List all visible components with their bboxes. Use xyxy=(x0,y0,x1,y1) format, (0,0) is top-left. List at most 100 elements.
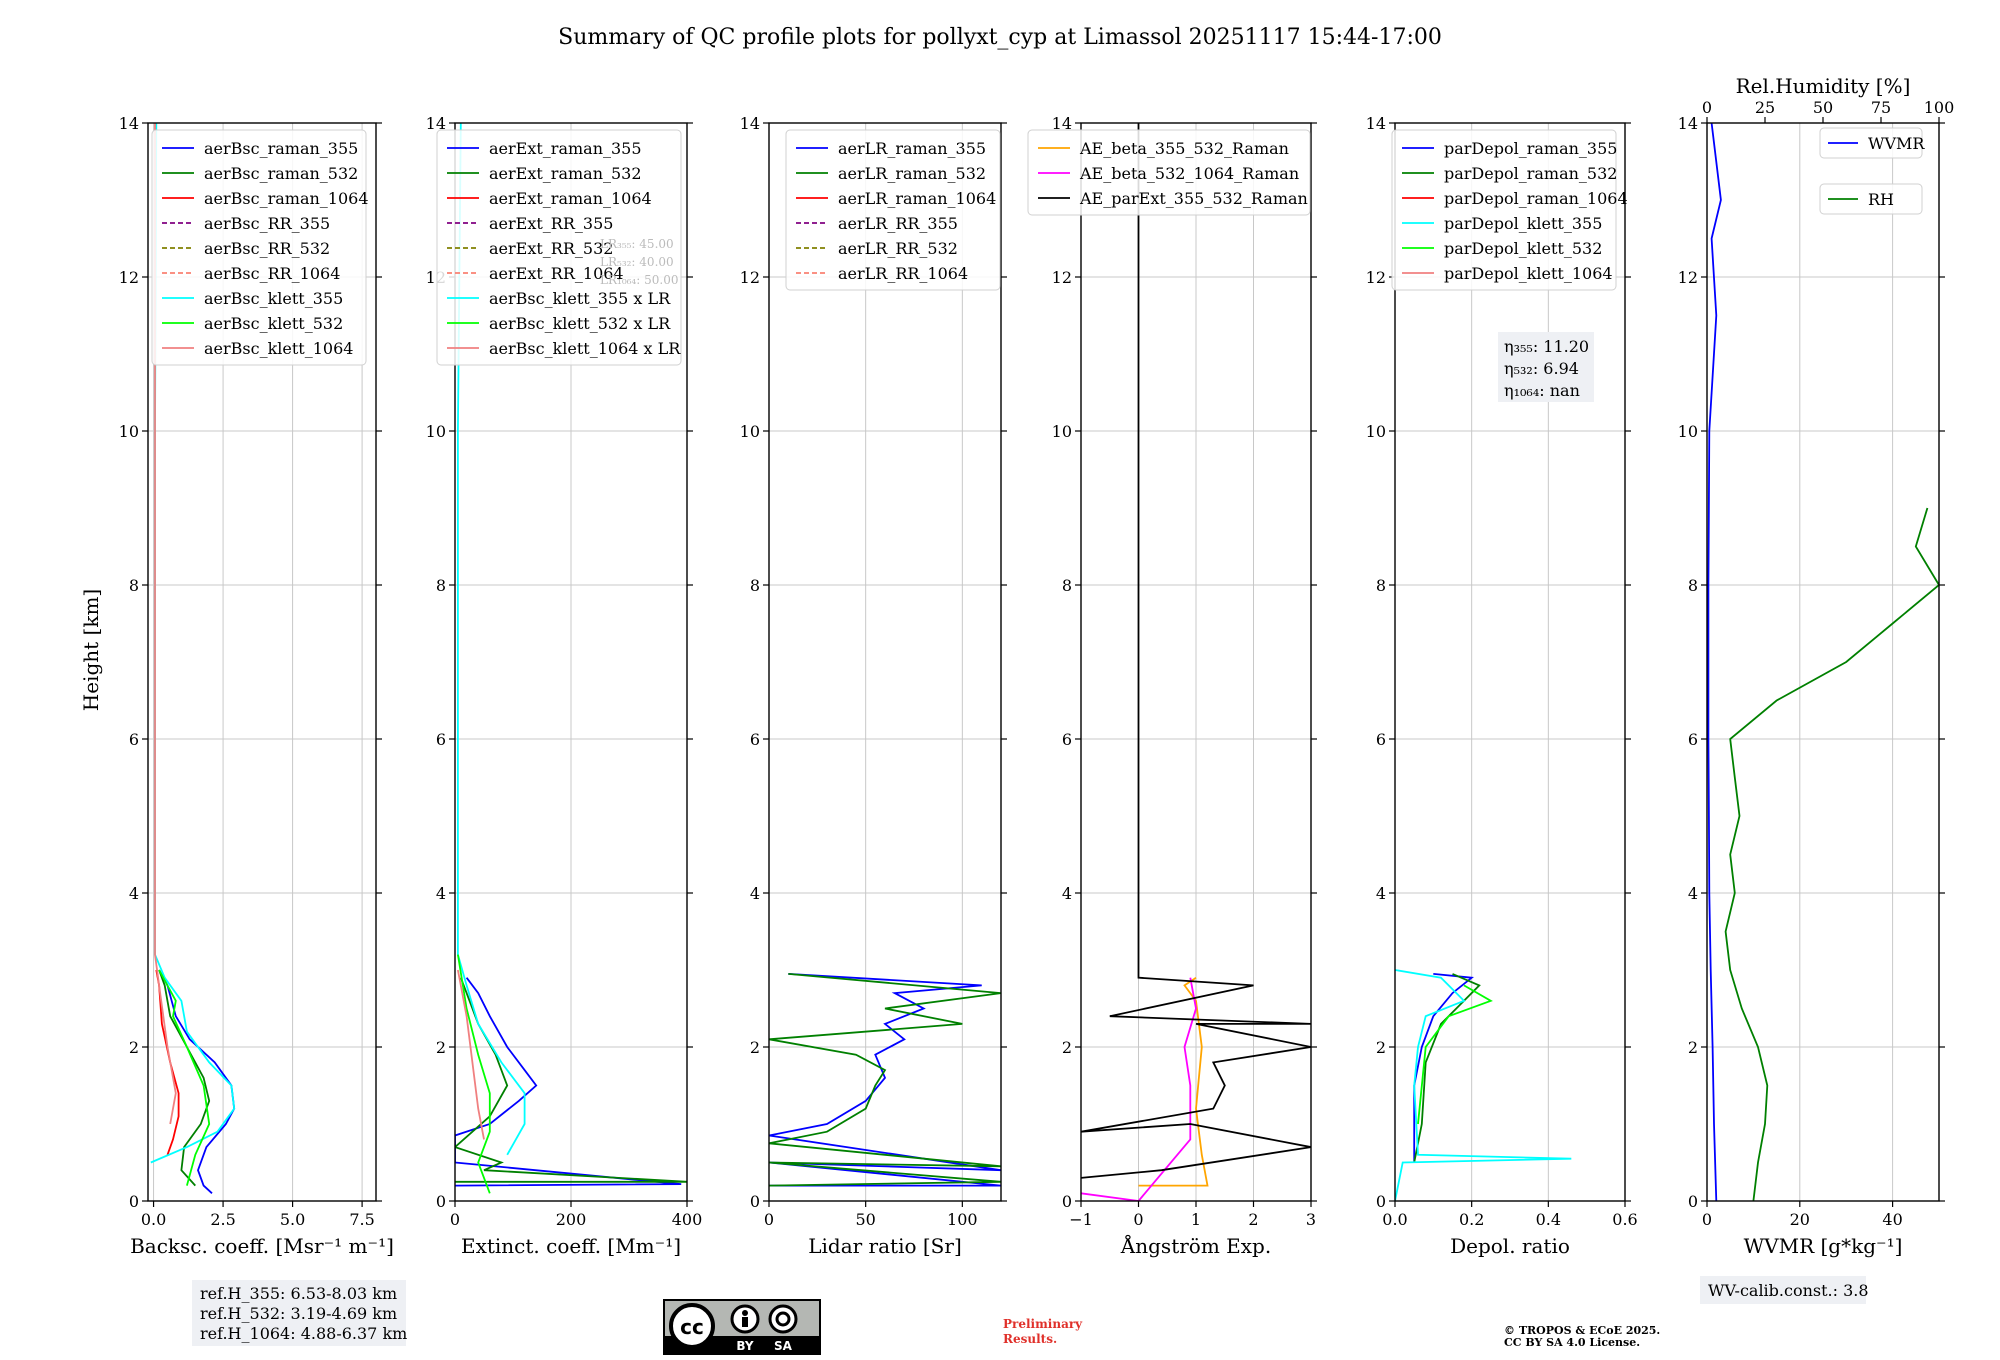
x-tick-label-bsc-2: 5.0 xyxy=(280,1210,305,1229)
y-tick-label-ext-1: 2 xyxy=(436,1038,446,1057)
x-axis-label-lr: Lidar ratio [Sr] xyxy=(808,1234,962,1258)
y-tick-label-ae-6: 12 xyxy=(1052,268,1072,287)
y-tick-label-ae-3: 6 xyxy=(1062,730,1072,749)
x-tick-label-bsc-0: 0.0 xyxy=(141,1210,166,1229)
x-tick-label-lr-1: 50 xyxy=(855,1210,875,1229)
legend-label-bsc-3: aerBsc_RR_355 xyxy=(204,214,330,233)
x-tick-label-wv-2: 40 xyxy=(1882,1210,1902,1229)
legend-label-ae-1: AE_beta_532_1064_Raman xyxy=(1079,164,1299,183)
x-tick-label-ae-3: 2 xyxy=(1248,1210,1258,1229)
y-tick-label-bsc-0: 0 xyxy=(129,1192,139,1211)
series-lr-1 xyxy=(769,973,1001,1187)
eta-box xyxy=(1498,332,1594,402)
x-tick-label-ext-1: 200 xyxy=(556,1210,587,1229)
legend-label-bsc-8: aerBsc_klett_1064 xyxy=(204,339,353,358)
series-wv-1 xyxy=(1724,507,1939,1201)
y-tick-label-ext-4: 8 xyxy=(436,576,446,595)
x-axis-label-bsc: Backsc. coeff. [Msr⁻¹ m⁻¹] xyxy=(130,1234,394,1258)
ref-heights-box xyxy=(192,1280,406,1346)
y-tick-label-wv-0: 0 xyxy=(1688,1192,1698,1211)
wv-calib-box xyxy=(1700,1276,1866,1304)
series-bsc-5 xyxy=(154,123,177,1125)
copyright-line-2: CC BY SA 4.0 License. xyxy=(1504,1336,1640,1349)
y-tick-label-lr-4: 8 xyxy=(750,576,760,595)
series-group-wv xyxy=(1707,123,1939,1201)
y-tick-label-ae-0: 0 xyxy=(1062,1192,1072,1211)
legend-box-lr xyxy=(785,129,1001,291)
series-ext-3 xyxy=(457,954,491,1194)
series-lr-0 xyxy=(769,973,1001,1187)
x-axis-label-depol: Depol. ratio xyxy=(1450,1234,1570,1258)
x-tick-label-ae-0: −1 xyxy=(1069,1210,1093,1229)
legend-label-lr-2: aerLR_raman_1064 xyxy=(838,189,996,208)
y-tick-label-bsc-7: 14 xyxy=(119,114,139,133)
y-tick-label-wv-5: 10 xyxy=(1678,422,1698,441)
license-badge: cc BY SA xyxy=(663,1299,821,1355)
legend-label-depol-5: parDepol_klett_1064 xyxy=(1444,264,1613,283)
y-tick-label-wv-7: 14 xyxy=(1678,114,1698,133)
legend-box-bsc xyxy=(151,129,367,366)
cc-icon xyxy=(669,1303,715,1349)
x2-tick-label-wv-2: 50 xyxy=(1813,98,1833,117)
y-tick-label-lr-7: 14 xyxy=(740,114,760,133)
frame-bsc xyxy=(147,122,377,1202)
x-tick-label-depol-2: 0.4 xyxy=(1536,1210,1561,1229)
x-axis-label-ae: Ångström Exp. xyxy=(1120,1233,1271,1258)
y-tick-label-lr-0: 0 xyxy=(750,1192,760,1211)
ref-heights-note: ref.H_355: 6.53-8.03 km ref.H_532: 3.19-… xyxy=(192,1280,407,1346)
preliminary-line-2: Results. xyxy=(1003,1332,1057,1346)
legend-box-depol xyxy=(1391,129,1617,291)
x-tick-label-ae-1: 0 xyxy=(1133,1210,1143,1229)
share-alike-arc xyxy=(775,1311,791,1327)
legend-wv: WVMR RH xyxy=(1819,127,1925,215)
legend-box-wv-1 xyxy=(1819,183,1923,215)
x-axis-label-wv: WVMR [g*kg⁻¹] xyxy=(1744,1234,1903,1258)
legend-label-ext-1: aerExt_raman_532 xyxy=(489,164,642,183)
y-tick-label-depol-4: 8 xyxy=(1376,576,1386,595)
y-tick-label-depol-1: 2 xyxy=(1376,1038,1386,1057)
frame-wv xyxy=(1706,122,1940,1202)
x2-tick-label-wv-0: 0 xyxy=(1702,98,1712,117)
x2-tick-label-wv-3: 75 xyxy=(1871,98,1891,117)
x-tick-label-wv-0: 0 xyxy=(1702,1210,1712,1229)
x-tick-label-depol-0: 0.0 xyxy=(1382,1210,1407,1229)
legend-label-ext-3: aerExt_RR_355 xyxy=(489,214,613,233)
y-tick-label-wv-1: 2 xyxy=(1688,1038,1698,1057)
legend-label-lr-5: aerLR_RR_1064 xyxy=(838,264,968,283)
by-person-head xyxy=(742,1310,748,1316)
legend-label-ext-7: aerBsc_klett_532 x LR xyxy=(489,314,671,333)
lr-note-0: LR₃₅₅: 45.00 xyxy=(600,237,674,251)
legend-label-wv-1: RH xyxy=(1868,190,1894,209)
y-tick-label-ae-7: 14 xyxy=(1052,114,1072,133)
series-ae-2 xyxy=(1081,123,1311,1179)
x-tick-label-ae-2: 1 xyxy=(1191,1210,1201,1229)
x-tick-label-lr-0: 0 xyxy=(764,1210,774,1229)
lr-note-1: LR₅₃₂: 40.00 xyxy=(600,255,674,269)
y-tick-label-depol-0: 0 xyxy=(1376,1192,1386,1211)
x-tick-label-wv-1: 20 xyxy=(1790,1210,1810,1229)
wv-calib-note: WV-calib.const.: 3.8 xyxy=(1700,1276,1869,1304)
y-tick-label-wv-2: 4 xyxy=(1688,884,1698,903)
legend-label-ext-2: aerExt_raman_1064 xyxy=(489,189,652,208)
y-tick-label-wv-4: 8 xyxy=(1688,576,1698,595)
legend-label-bsc-2: aerBsc_raman_1064 xyxy=(204,189,369,208)
legend-label-depol-3: parDepol_klett_355 xyxy=(1444,214,1602,233)
frame-depol xyxy=(1394,122,1626,1202)
license-by: BY xyxy=(736,1339,753,1353)
series-ae-1 xyxy=(1081,977,1197,1201)
series-ext-4 xyxy=(457,969,485,1140)
y-tick-label-ae-2: 4 xyxy=(1062,884,1072,903)
y-tick-label-ext-7: 14 xyxy=(426,114,446,133)
x-tick-label-ext-2: 400 xyxy=(672,1210,703,1229)
y-tick-label-ext-5: 10 xyxy=(426,422,446,441)
y-tick-label-lr-1: 2 xyxy=(750,1038,760,1057)
y-tick-label-bsc-1: 2 xyxy=(129,1038,139,1057)
series-ext-2 xyxy=(456,123,526,1156)
series-group-ae xyxy=(1081,123,1311,1201)
eta-note-2: η₁₀₆₄: nan xyxy=(1504,381,1580,400)
wv-calib-const: WV-calib.const.: 3.8 xyxy=(1708,1281,1869,1300)
series-bsc-4 xyxy=(158,969,211,1186)
